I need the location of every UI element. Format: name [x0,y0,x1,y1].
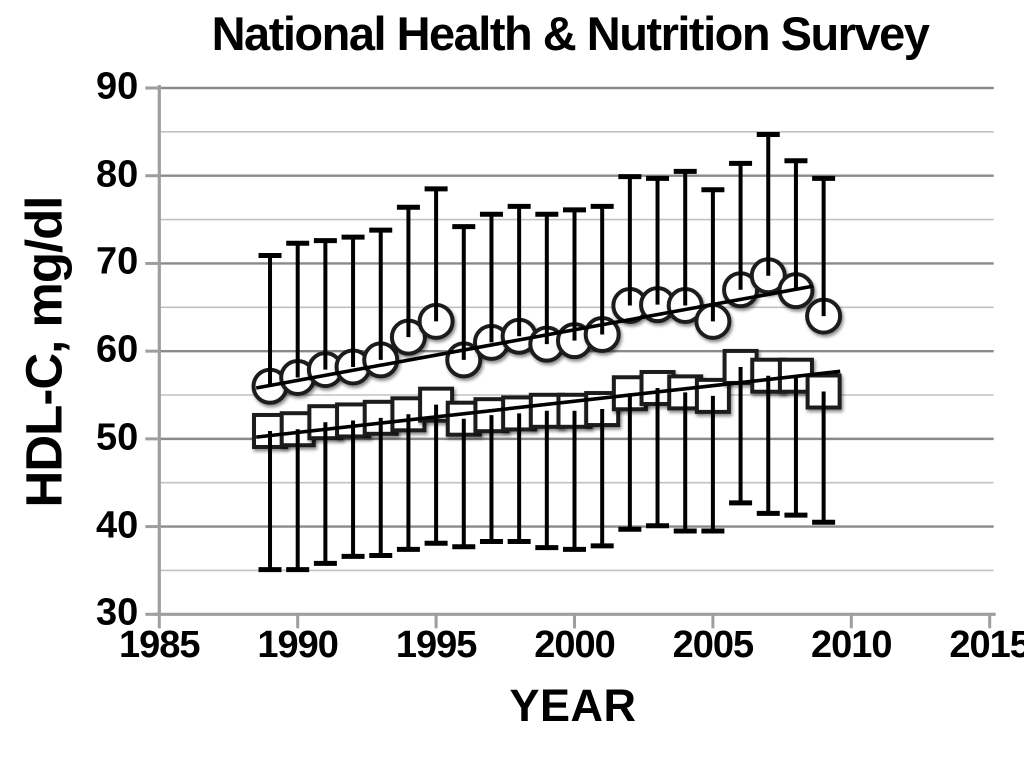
y-tick-label: 70 [96,241,139,284]
error-bars-group [258,131,836,573]
x-tick-label: 1995 [395,624,478,666]
circles-trend [255,284,813,390]
axes-group [145,85,996,629]
x-tick-label: 2015 [949,624,1024,666]
y-tick-label: 80 [96,153,139,196]
y-tick-label: 40 [96,504,139,547]
y-tick-label: 90 [96,65,139,108]
x-axis-label: YEAR [509,680,637,731]
y-tick-label: 50 [96,416,139,459]
chart-title: National Health & Nutrition Survey [211,7,930,60]
x-tick-label: 1985 [119,624,201,666]
x-tick-label: 2005 [672,624,755,666]
y-tick-label: 30 [96,591,139,634]
squares-trend [255,369,841,439]
x-tick-label: 1990 [257,624,339,666]
y-tick-label: 60 [96,328,139,371]
x-tick-label: 2000 [534,624,616,666]
x-tick-label: 2010 [811,624,893,666]
trend-lines-group [255,284,841,439]
